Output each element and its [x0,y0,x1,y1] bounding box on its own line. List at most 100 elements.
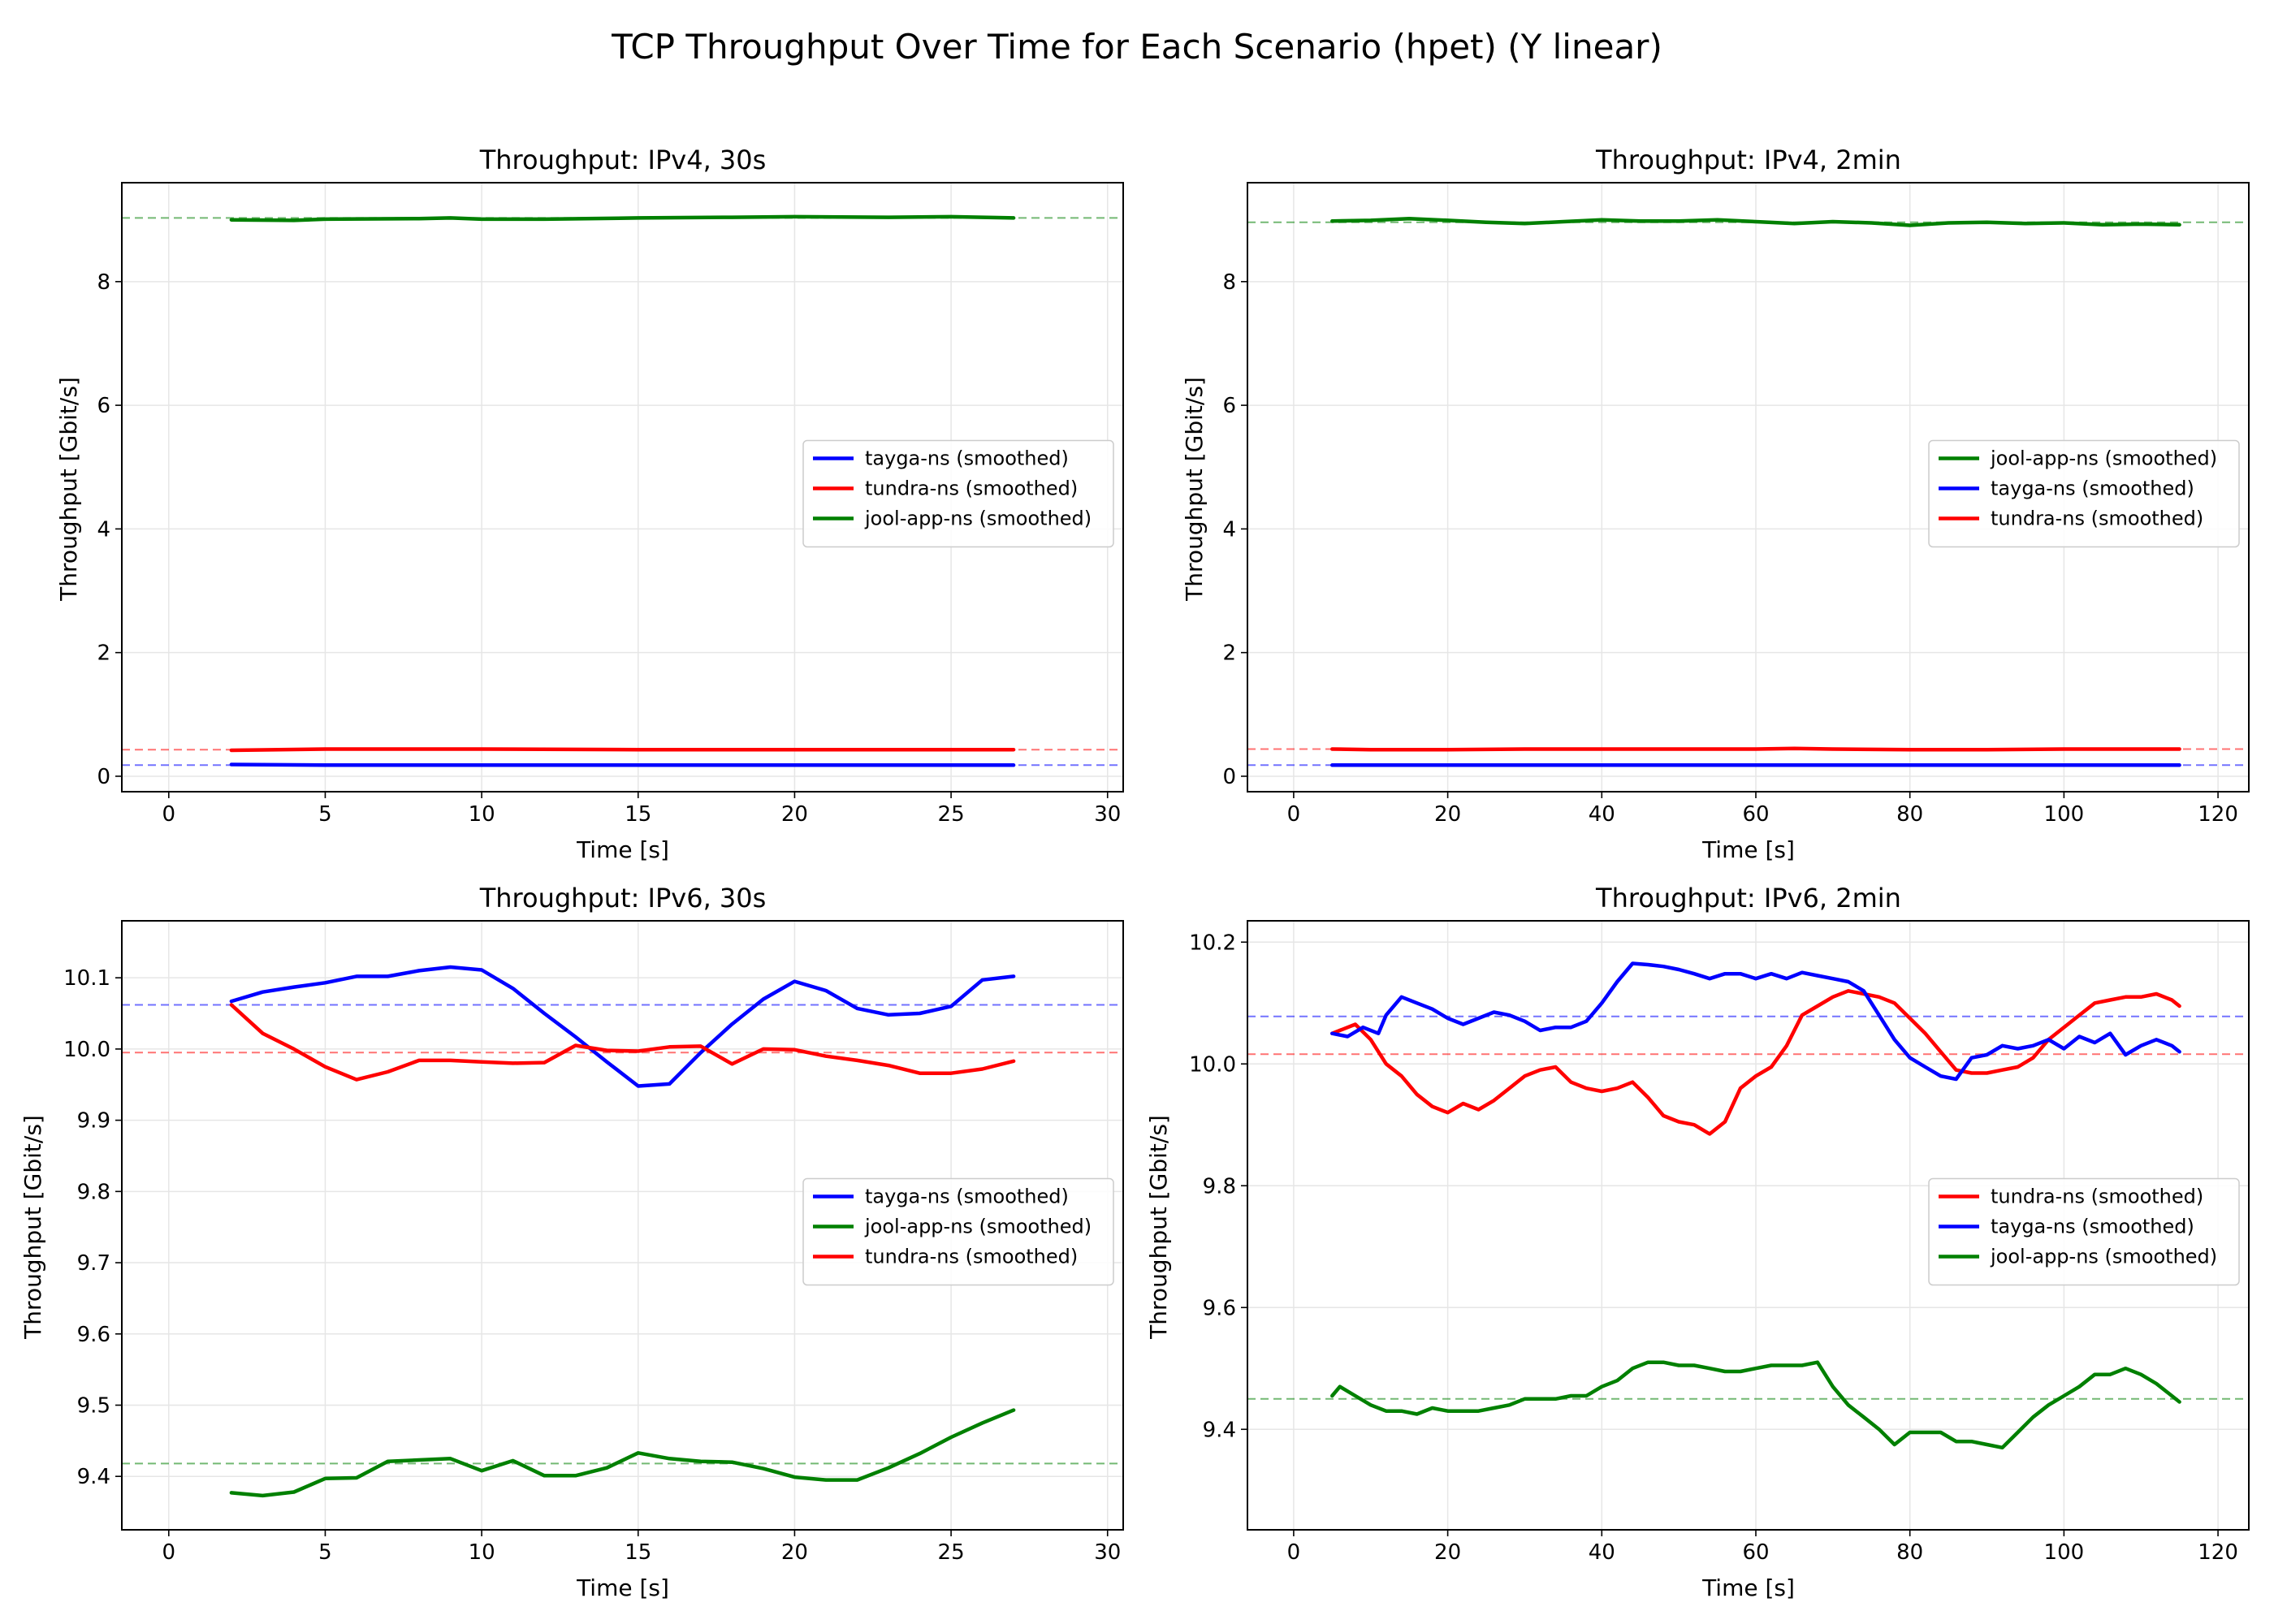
x-tick-label: 5 [318,1540,332,1565]
x-tick-label: 100 [2044,1540,2085,1565]
x-tick-label: 0 [162,802,176,827]
x-tick-label: 120 [2198,802,2238,827]
axes-frame [1247,182,2250,793]
subplot-ipv6-30s: Throughput: IPv6, 30s Time [s] Throughpu… [19,883,766,1601]
plot-area-4: 0 20 40 60 80 100 120 9.4 9.6 9.8 10.0 10.2 tundra-n… [1189,920,2250,1565]
y-tick-label: 2 [97,641,110,666]
x-tick-label: 80 [1896,802,1923,827]
x-tick-label: 20 [781,802,808,827]
x-tick-label: 30 [1094,802,1121,827]
legend-box [802,1177,1114,1286]
y-tick-label: 4 [1222,517,1236,542]
x-tick-label: 20 [781,1540,808,1565]
y-tick-label: 9.8 [1203,1174,1236,1199]
legend-label: tundra-ns (smoothed) [1991,508,2203,530]
subplot-title: Throughput: IPv6, 30s [479,883,767,914]
y-tick-label: 10.1 [63,966,110,991]
y-tick-label: 9.9 [77,1109,110,1134]
legend-label: tayga-ns (smoothed) [1991,477,2194,500]
y-tick-label: 9.6 [77,1323,110,1347]
x-tick-label: 15 [625,1540,651,1565]
plot-area-3: 0 5 10 15 20 25 30 9.4 9.5 9.6 9.7 9.8 9.9 10.0 10.1 ta… [63,920,1124,1565]
x-tick-label: 20 [1434,1540,1461,1565]
y-tick-label: 4 [97,517,110,542]
x-tick-label: 60 [1742,802,1769,827]
y-axis-label: Throughput [Gbit/s] [19,1115,46,1340]
y-tick-label: 0 [97,765,110,789]
x-tick-label: 15 [625,802,651,827]
y-tick-label: 0 [1222,765,1236,789]
legend: tayga-ns (smoothed) jool-app-ns (smoothed… [802,1177,1114,1286]
x-tick-label: 0 [162,1540,176,1565]
series-line-2 [229,1408,1016,1498]
legend-label: tundra-ns (smoothed) [1991,1186,2203,1208]
x-tick-label: 25 [938,802,965,827]
legend-label: tayga-ns (smoothed) [865,447,1069,470]
axes-frame [1247,920,2250,1531]
legend-label: jool-app-ns (smoothed) [1990,447,2217,470]
x-tick-label: 10 [469,1540,495,1565]
y-tick-label: 9.4 [77,1465,110,1489]
series-line-3 [229,214,1016,222]
y-tick-label: 6 [1222,394,1236,418]
axes-frame [121,920,1124,1531]
legend-box [1928,439,2240,548]
x-axis-label: Time [s] [1701,1574,1795,1601]
x-tick-label: 5 [318,802,332,827]
y-tick-label: 8 [97,270,110,295]
x-tick-label: 100 [2044,802,2085,827]
series-line-1 [229,762,1016,767]
figure-title: TCP Throughput Over Time for Each Scenar… [611,27,1662,67]
axes-frame [121,182,1124,793]
x-axis-label: Time [s] [1701,836,1795,863]
series-line-3 [229,1003,1016,1082]
y-tick-label: 9.7 [77,1251,110,1276]
y-tick-label: 6 [97,394,110,418]
x-tick-label: 80 [1896,1540,1923,1565]
series-line-1 [1330,989,2181,1136]
y-tick-label: 9.8 [77,1180,110,1204]
legend-label: tundra-ns (smoothed) [865,477,1078,500]
y-tick-label: 10.0 [63,1038,110,1062]
plot-area-1: 0 5 10 15 20 25 30 0 2 4 6 8 tayga-ns (smoothed) tund… [97,182,1124,827]
legend-label: tayga-ns (smoothed) [865,1186,1069,1208]
plot-area-2: 0 20 40 60 80 100 120 0 2 4 6 8 jool-app-ns (smoothe… [1222,182,2250,827]
x-axis-label: Time [s] [576,836,669,863]
x-axis-label: Time [s] [576,1574,669,1601]
series-line-1 [229,965,1016,1088]
y-tick-label: 2 [1222,641,1236,666]
y-tick-label: 8 [1222,270,1236,295]
legend-label: jool-app-ns (smoothed) [864,1216,1092,1238]
x-tick-label: 0 [1287,1540,1301,1565]
series-line-1 [1330,216,2181,227]
x-tick-label: 20 [1434,802,1461,827]
y-axis-label: Throughput [Gbit/s] [55,377,82,602]
series-line-2 [1330,961,2181,1082]
legend: tayga-ns (smoothed) tundra-ns (smoothed) j… [802,439,1114,548]
y-tick-label: 9.4 [1203,1418,1236,1442]
y-tick-label: 10.0 [1189,1052,1236,1077]
subplot-ipv6-2min: Throughput: IPv6, 2min Time [s] Throughp… [1145,883,1901,1601]
subplot-title: Throughput: IPv4, 30s [479,145,767,175]
y-tick-label: 9.5 [77,1393,110,1418]
y-axis-label: Throughput [Gbit/s] [1181,377,1208,602]
x-tick-label: 25 [938,1540,965,1565]
x-tick-label: 40 [1589,1540,1615,1565]
x-tick-label: 30 [1094,1540,1121,1565]
legend-label: jool-app-ns (smoothed) [864,508,1092,530]
y-axis-label: Throughput [Gbit/s] [1145,1115,1172,1340]
x-tick-label: 40 [1589,802,1615,827]
legend: jool-app-ns (smoothed) tayga-ns (smoothed… [1928,439,2240,548]
legend-label: tayga-ns (smoothed) [1991,1216,2194,1238]
x-tick-label: 60 [1742,1540,1769,1565]
x-tick-label: 10 [469,802,495,827]
series-line-2 [229,747,1016,753]
series-line-3 [1330,1360,2181,1450]
y-tick-label: 9.6 [1203,1296,1236,1320]
legend-label: tundra-ns (smoothed) [865,1246,1078,1268]
legend-box [802,439,1114,548]
subplot-title: Throughput: IPv6, 2min [1595,883,1901,914]
y-tick-label: 10.2 [1189,931,1236,955]
